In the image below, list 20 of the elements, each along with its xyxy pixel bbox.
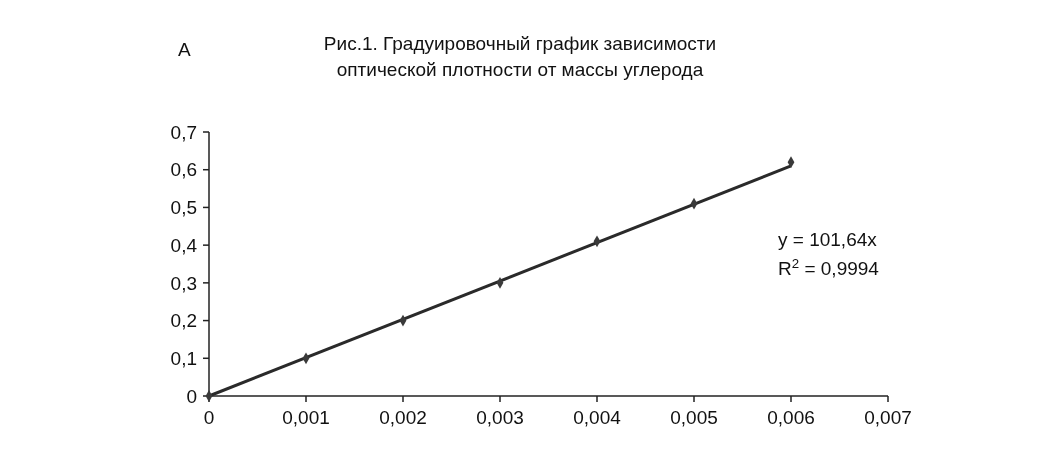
- y-tick-label: 0,4: [170, 234, 198, 256]
- x-tick-label: 0,007: [864, 407, 912, 428]
- annotation: y = 101,64x: [778, 229, 878, 250]
- y-tick-label: 0: [186, 385, 197, 407]
- chart-title: Рис.1. Градуировочный график зависимости оптической плотности от массы углерода: [323, 33, 717, 80]
- x-tick-label: 0,004: [573, 407, 622, 428]
- text: А: [178, 39, 191, 60]
- y-tick-label: 0,7: [170, 121, 197, 143]
- y-tick-label: 0,1: [170, 347, 197, 369]
- x-tick-label: 0,003: [476, 407, 524, 428]
- y-tick-label: 0,5: [170, 197, 197, 219]
- x-tick-label: 0: [203, 407, 215, 428]
- y-tick-label: 0,3: [170, 272, 197, 294]
- x-tick-label: 0,001: [282, 407, 330, 428]
- y-tick-label: 0,2: [170, 310, 197, 332]
- x-tick-label: 0,006: [767, 407, 815, 428]
- x-tick-label: 0,005: [670, 407, 718, 428]
- x-tick-label: 0,002: [379, 407, 427, 428]
- y-tick-label: 0,6: [170, 159, 197, 181]
- annotation: R$^{2}$ = 0,9994: [778, 255, 880, 279]
